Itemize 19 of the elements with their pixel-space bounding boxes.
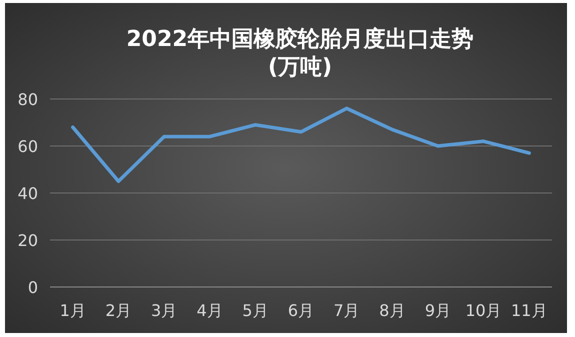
x-tick-label: 8月: [379, 301, 406, 320]
x-tick-label: 3月: [150, 301, 178, 320]
x-tick-label: 4月: [196, 301, 223, 320]
x-tick-label: 5月: [242, 301, 268, 320]
x-tick-label: 10月: [465, 301, 502, 320]
y-tick-label: 60: [18, 137, 38, 156]
line-series: [71, 106, 531, 183]
y-tick-label: 20: [18, 231, 38, 250]
chart-title: 2022年中国橡胶轮胎月度出口走势: [126, 26, 474, 52]
x-tick-label: 11月: [511, 301, 548, 320]
x-tick-label: 6月: [288, 301, 314, 320]
y-tick-label: 0: [28, 278, 38, 297]
x-tick-label: 2月: [105, 301, 132, 320]
x-tick-label: 9月: [424, 301, 452, 320]
x-tick-label: 7月: [334, 301, 360, 320]
y-tick-label: 80: [18, 90, 38, 109]
chart-subtitle: (万吨): [268, 55, 332, 80]
y-tick-label: 40: [18, 184, 38, 203]
x-tick-label: 1月: [60, 301, 86, 320]
